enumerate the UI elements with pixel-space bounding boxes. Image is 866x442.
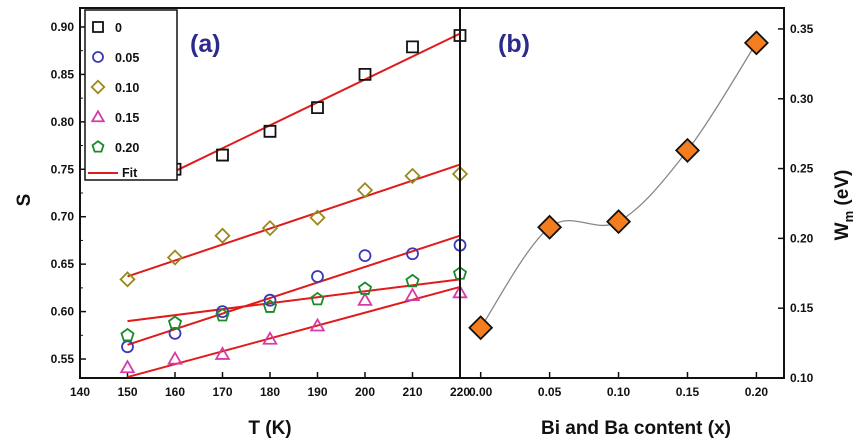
fit-line bbox=[127, 285, 461, 379]
data-point bbox=[404, 287, 421, 302]
legend-label: 0 bbox=[115, 21, 122, 35]
y-tick-label: 0.75 bbox=[51, 162, 75, 176]
data-point bbox=[119, 359, 136, 374]
data-point bbox=[167, 315, 183, 329]
y-axis-label-main: W bbox=[832, 222, 853, 240]
data-point bbox=[310, 291, 325, 306]
data-point bbox=[263, 293, 277, 307]
data-point bbox=[216, 148, 229, 162]
data-point bbox=[405, 273, 420, 288]
y-tick-label: 0.55 bbox=[51, 352, 75, 366]
panel-label: (a) bbox=[190, 30, 221, 58]
panel-label: (b) bbox=[498, 30, 530, 58]
fit-line bbox=[127, 234, 461, 346]
data-point bbox=[311, 101, 324, 115]
y-tick-label: 0.25 bbox=[790, 162, 814, 176]
data-point bbox=[358, 249, 372, 263]
y-tick-label: 0.20 bbox=[790, 231, 814, 245]
legend-marker bbox=[91, 140, 105, 153]
y-tick-label: 0.90 bbox=[51, 20, 75, 34]
fit-line bbox=[127, 163, 461, 278]
legend-marker bbox=[92, 51, 104, 63]
y-tick-label: 0.70 bbox=[51, 210, 75, 224]
x-tick-label: 170 bbox=[212, 385, 232, 399]
panel-a: 140 150 160 170 180 190 200 210 220 0.55 0.60 0.65 0… bbox=[14, 7, 470, 439]
y-tick-label: 0.60 bbox=[51, 305, 75, 319]
y-axis-label-subscript: m bbox=[841, 211, 856, 223]
data-point bbox=[119, 271, 136, 288]
y-tick-label: 0.65 bbox=[51, 257, 75, 271]
data-point bbox=[262, 330, 278, 345]
data-point bbox=[674, 137, 701, 163]
x-tick-label: 0.20 bbox=[745, 385, 769, 399]
fit-line bbox=[127, 278, 461, 323]
data-point bbox=[214, 227, 231, 244]
data-point bbox=[215, 307, 230, 322]
y-tick-label: 0.15 bbox=[790, 301, 814, 315]
data-point bbox=[311, 270, 324, 283]
trend-curve bbox=[480, 42, 757, 329]
data-point bbox=[121, 340, 134, 354]
data-point bbox=[406, 247, 419, 261]
x-tick-label: 220 bbox=[450, 385, 470, 399]
data-point bbox=[743, 30, 769, 56]
x-tick-label: 0.00 bbox=[469, 385, 493, 399]
y-axis-label: Wm (eV) bbox=[832, 170, 856, 241]
x-axis-label: T (K) bbox=[248, 418, 291, 439]
data-point bbox=[263, 124, 277, 138]
y-tick-label: 0.85 bbox=[51, 67, 75, 81]
panel-b: 0.00 0.05 0.10 0.15 0.20 0.10 0.15 0.20 0.25 0.30… bbox=[459, 7, 856, 439]
y-axis-label-unit: (eV) bbox=[832, 170, 853, 211]
data-point bbox=[404, 167, 421, 185]
data-point bbox=[606, 209, 632, 235]
data-point bbox=[261, 219, 279, 237]
legend-marker bbox=[90, 79, 106, 95]
legend-label: 0.15 bbox=[115, 111, 139, 125]
data-point bbox=[214, 346, 231, 360]
y-tick-label: 0.80 bbox=[51, 115, 75, 129]
data-point bbox=[262, 299, 278, 313]
x-tick-label: 0.15 bbox=[676, 385, 700, 399]
legend-label: 0.10 bbox=[115, 81, 139, 95]
x-tick-label: 190 bbox=[307, 385, 327, 399]
legend-marker bbox=[90, 109, 106, 123]
data-point bbox=[309, 209, 326, 226]
legend-label: 0.05 bbox=[115, 51, 139, 65]
x-tick-label: 200 bbox=[355, 385, 375, 399]
x-tick-label: 160 bbox=[165, 385, 185, 399]
legend-label: 0.20 bbox=[115, 141, 139, 155]
data-point bbox=[357, 292, 373, 306]
plot-frame bbox=[459, 7, 785, 379]
x-tick-label: 180 bbox=[260, 385, 280, 399]
y-tick-label: 0.30 bbox=[790, 92, 814, 106]
x-tick-label: 0.05 bbox=[538, 385, 562, 399]
data-point bbox=[468, 315, 494, 341]
data-point bbox=[357, 281, 373, 295]
data-point bbox=[453, 29, 467, 42]
x-tick-label: 0.10 bbox=[607, 385, 631, 399]
data-point bbox=[406, 40, 419, 54]
data-point bbox=[356, 182, 374, 199]
data-point bbox=[216, 305, 229, 318]
legend: 0 0.05 0.10 0.15 0.20 Fit bbox=[84, 9, 178, 181]
y-axis-label: S bbox=[14, 194, 35, 207]
data-point bbox=[166, 249, 184, 266]
data-point bbox=[120, 327, 135, 342]
x-tick-label: 140 bbox=[70, 385, 90, 399]
data-point bbox=[167, 350, 183, 365]
data-point bbox=[537, 214, 563, 240]
legend-marker bbox=[92, 21, 104, 33]
y-tick-label: 0.35 bbox=[790, 22, 814, 36]
x-tick-label: 210 bbox=[402, 385, 422, 399]
data-point bbox=[309, 317, 326, 332]
x-tick-label: 150 bbox=[117, 385, 137, 399]
y-tick-label: 0.10 bbox=[790, 371, 814, 385]
legend-label: Fit bbox=[122, 166, 138, 180]
x-axis-label: Bi and Ba content (x) bbox=[541, 418, 731, 439]
data-point bbox=[358, 68, 372, 81]
